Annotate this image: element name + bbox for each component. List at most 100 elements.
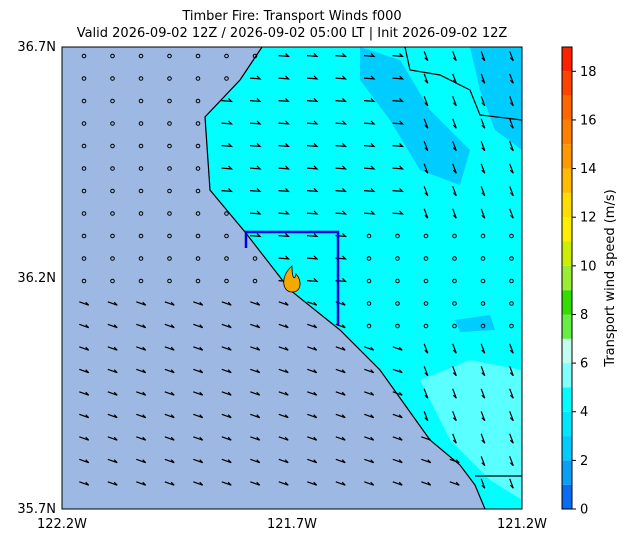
wind-barb [392,165,405,170]
wind-barb [221,187,234,193]
wind-barb [509,343,514,354]
wind-barb [392,346,403,351]
wind-barb-calm [480,278,486,284]
colorbar: 0 2 4 6 8 10 12 14 16 18 [561,46,597,518]
wind-barb-calm [224,53,229,59]
wind-barb-calm [252,256,258,261]
wind-barb [392,413,403,419]
wind-barb-calm [138,188,144,194]
wind-barb [79,458,90,464]
wind-barb [335,210,348,215]
wind-barb [221,165,234,170]
x-tick-label: 121.2W [497,517,547,532]
wind-barb [164,323,175,329]
wind-barb [423,163,429,174]
wind-barb-calm [423,256,429,261]
wind-barb [221,413,232,419]
wind-barb [278,323,289,329]
wind-barb [363,97,376,103]
wind-barb [278,97,291,103]
wind-barb [509,96,514,107]
wind-barb [306,142,319,148]
wind-barb-calm [81,256,87,261]
wind-barb [221,436,232,441]
wind-barb [164,301,175,306]
wind-barb-calm [452,233,457,239]
wind-barb [421,436,432,441]
wind-barb [452,118,457,129]
wind-barb [221,368,232,374]
wind-barb [480,163,486,174]
wind-barb [392,436,403,441]
wind-barb [480,433,486,444]
wind-barb-calm [423,323,429,329]
wind-barb [221,142,234,148]
wind-barb [193,346,204,351]
wind-patch [420,360,522,500]
wind-barb [480,343,486,354]
wind-barb-calm [81,166,87,171]
wind-barb-calm [509,233,514,239]
wind-barb [421,458,432,464]
wind-barb [509,118,514,129]
wind-barb [335,481,346,486]
x-tick-label: 121.7W [267,517,317,532]
wind-barb [193,301,204,306]
wind-barb-calm [224,233,229,239]
colorbar-band [562,290,572,315]
wind-barb [79,391,90,396]
wind-barb-calm [252,278,258,284]
wind-barb [79,436,90,441]
wind-barb [423,411,429,422]
wind-barb [392,481,403,486]
wind-patch [470,47,522,150]
wind-barb [249,97,262,103]
wind-barb-calm [138,256,144,261]
wind-barb [136,368,147,374]
wind-barb-calm [110,98,115,104]
wind-barb [107,436,118,441]
wind-barb [423,51,429,62]
wind-barb [79,323,90,329]
fire-icon [283,265,301,293]
wind-barb [79,481,90,486]
colorbar-tick-label: 2 [580,454,588,469]
wind-barb [306,52,319,58]
colorbar-band [562,168,572,193]
wind-barb-calm [509,278,514,284]
wind-barb [136,458,147,464]
wind-barb [193,436,204,441]
wind-barb [278,120,291,125]
wind-barb [335,323,346,329]
wind-barb [335,346,346,351]
wind-barb [363,52,376,58]
wind-barb [278,232,291,238]
coastline [204,47,486,509]
wind-barb-calm [167,98,172,104]
colorbar-band [562,217,572,242]
wind-barb-calm [480,301,486,306]
map-area [62,47,522,509]
wind-barb [335,368,346,374]
wind-barb-calm [110,143,115,149]
wind-barb-calm [110,278,115,284]
wind-barb [452,433,457,444]
wind-barb-calm [167,256,172,261]
wind-barb [335,52,348,58]
colorbar-tick-label: 16 [580,113,597,128]
wind-barb [278,413,289,419]
wind-barb [509,73,514,84]
wind-barb-calm [138,211,144,216]
wind-barb [363,120,376,125]
wind-barb [136,413,147,419]
wind-barb [136,346,147,351]
wind-barb [335,458,346,464]
colorbar-band [562,338,572,364]
colorbar-tick-label: 4 [580,405,588,420]
wind-barb [480,186,486,197]
wind-barb [164,391,175,396]
wind-barb-calm [167,121,172,126]
wind-barb [307,323,318,329]
colorbar-band [562,484,572,509]
wind-barb [136,301,147,306]
